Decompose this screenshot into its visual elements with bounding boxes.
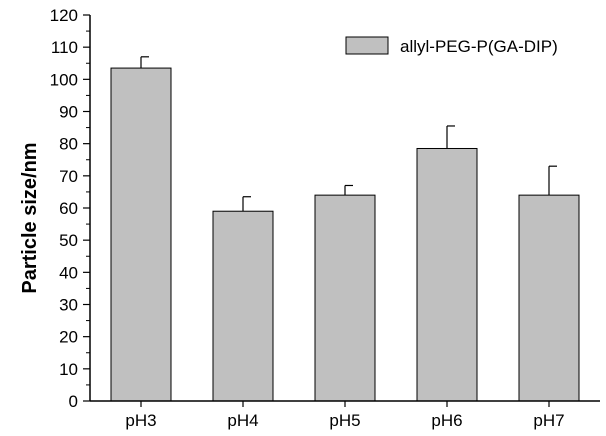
y-tick-label-50: 50 xyxy=(59,231,78,250)
x-tick-label-pH7: pH7 xyxy=(533,411,564,430)
y-tick-label-100: 100 xyxy=(50,70,78,89)
legend-label: allyl-PEG-P(GA-DIP) xyxy=(400,37,558,56)
x-tick-label-pH6: pH6 xyxy=(431,411,462,430)
y-tick-label-20: 20 xyxy=(59,328,78,347)
legend-swatch xyxy=(345,36,389,55)
legend: allyl-PEG-P(GA-DIP) xyxy=(345,36,558,56)
x-tick-label-pH5: pH5 xyxy=(329,411,360,430)
bar-pH6 xyxy=(416,147,478,402)
bar-pH3 xyxy=(110,67,172,402)
y-tick-label-40: 40 xyxy=(59,263,78,282)
x-tick-label-pH3: pH3 xyxy=(125,411,156,430)
y-tick-label-10: 10 xyxy=(59,360,78,379)
bar-pH4 xyxy=(212,210,274,402)
y-tick-label-110: 110 xyxy=(51,38,78,57)
x-tick-label-pH4: pH4 xyxy=(227,411,258,430)
bar-pH5 xyxy=(314,194,376,402)
y-tick-label-90: 90 xyxy=(59,103,78,122)
y-tick-label-60: 60 xyxy=(59,199,78,218)
y-tick-label-0: 0 xyxy=(69,392,78,411)
y-axis-title: Particle size/nm xyxy=(19,142,41,293)
y-tick-label-120: 120 xyxy=(50,6,78,25)
bar-pH7 xyxy=(518,194,580,402)
y-tick-label-30: 30 xyxy=(59,296,78,315)
y-tick-label-80: 80 xyxy=(59,135,78,154)
y-tick-label-70: 70 xyxy=(59,167,78,186)
plot-area: pH3 pH4 pH5 pH6 pH7 0 10 20 30 40 50 60 70 80 90 100 110… xyxy=(50,6,600,430)
